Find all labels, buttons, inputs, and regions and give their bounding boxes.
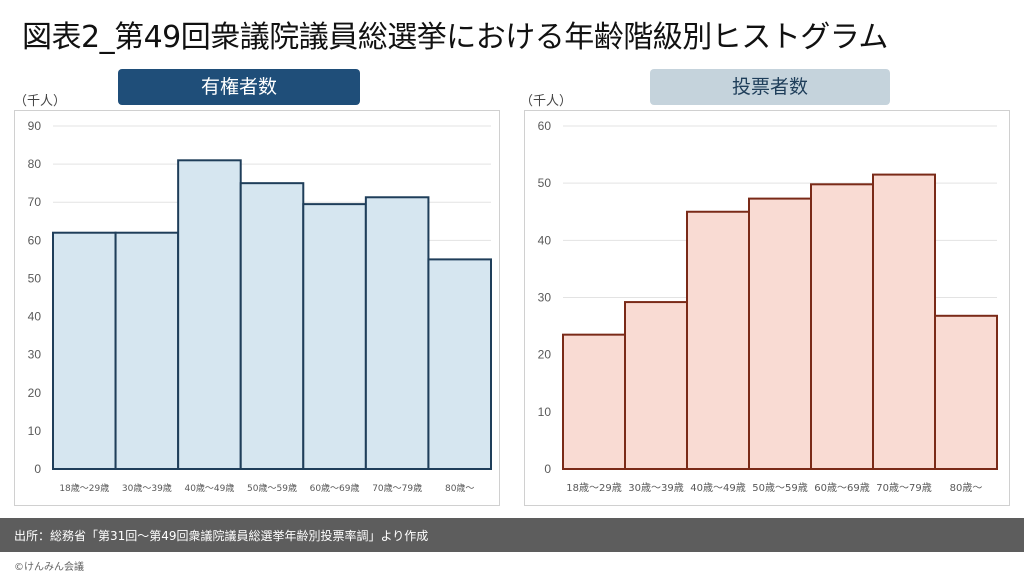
x-tick-label-voters: 30歳～39歳 — [122, 482, 172, 494]
histogram-turnout: 0 10 20 30 40 50 60 18歳～29歳 30歳～39歳 40歳～49歳 50歳～59… — [538, 119, 998, 494]
histogram-panel-turnout: 0 10 20 30 40 50 60 18歳～29歳 30歳～39歳 40歳～49歳 50歳～59… — [524, 110, 1010, 506]
y-tick-label-turnout: 40 — [538, 233, 552, 247]
y-tick-label-voters: 80 — [28, 157, 42, 171]
x-tick-label-voters: 18歳～29歳 — [59, 482, 109, 494]
y-tick-label-voters: 0 — [34, 462, 41, 476]
y-tick-label-voters: 10 — [28, 424, 42, 438]
x-tick-label-voters: 80歳～ — [445, 482, 474, 494]
copyright-text: ©けんみん会議 — [14, 562, 84, 573]
bar-turnout-1 — [562, 333, 626, 470]
x-tick-label-turnout: 60歳～69歳 — [814, 482, 869, 494]
bar-turnout-6 — [872, 173, 936, 470]
source-footer: 出所：総務省「第31回～第49回衆議院議員総選挙年齢別投票率調」より作成 — [0, 518, 1024, 552]
y-unit-label-turnout: （千人） — [520, 94, 573, 109]
page-title: 図表2_第49回衆議院議員総選挙における年齢階級別ヒストグラム — [22, 20, 888, 55]
y-tick-label-voters: 70 — [28, 195, 42, 209]
y-tick-label-voters: 60 — [28, 233, 42, 247]
x-tick-label-turnout: 50歳～59歳 — [752, 482, 807, 494]
y-tick-label-voters: 30 — [28, 348, 42, 362]
y-tick-label-turnout: 60 — [538, 119, 552, 133]
y-unit-label-voters: （千人） — [14, 94, 67, 109]
x-tick-label-voters: 60歳～69歳 — [310, 482, 360, 494]
x-tick-label-voters: 50歳～59歳 — [247, 482, 297, 494]
bar-voters-6 — [364, 196, 430, 470]
x-tick-label-turnout: 80歳～ — [950, 482, 983, 494]
x-tick-label-voters: 70歳～79歳 — [372, 482, 422, 494]
bar-voters-4 — [239, 182, 305, 471]
x-tick-label-voters: 40歳～49歳 — [184, 482, 234, 494]
y-tick-label-turnout: 50 — [538, 176, 552, 190]
y-tick-label-turnout: 30 — [538, 291, 552, 305]
y-tick-label-turnout: 10 — [538, 405, 552, 419]
histogram-panel-voters: 0 10 20 30 40 50 60 70 80 90 18歳～29歳 30歳～39歳 40歳～49歳… — [14, 110, 500, 506]
chart-title-voters: 有権者数 — [118, 69, 360, 105]
source-text: 出所：総務省「第31回～第49回衆議院議員総選挙年齢別投票率調」より作成 — [14, 529, 429, 543]
x-tick-label-turnout: 30歳～39歳 — [628, 482, 683, 494]
x-tick-label-turnout: 70歳～79歳 — [876, 482, 931, 494]
y-tick-label-turnout: 0 — [544, 462, 551, 476]
y-tick-label-voters: 40 — [28, 310, 42, 324]
bar-voters-5 — [302, 203, 367, 470]
x-tick-label-turnout: 40歳～49歳 — [690, 482, 745, 494]
histogram-voters: 0 10 20 30 40 50 60 70 80 90 18歳～29歳 30歳～39歳 40歳～49歳… — [28, 119, 492, 494]
bar-voters-2 — [114, 231, 180, 471]
bar-voters-1 — [52, 231, 117, 471]
y-tick-label-voters: 50 — [28, 271, 42, 285]
x-tick-label-turnout: 18歳～29歳 — [566, 482, 621, 494]
bar-voters-3 — [177, 159, 242, 471]
y-tick-label-voters: 20 — [28, 386, 42, 400]
bar-turnout-2 — [624, 301, 688, 470]
bar-turnout-7 — [934, 314, 998, 470]
y-tick-label-turnout: 20 — [538, 348, 552, 362]
chart-title-turnout: 投票者数 — [650, 69, 890, 105]
bar-turnout-4 — [748, 197, 812, 471]
bar-turnout-5 — [810, 183, 874, 470]
bar-turnout-3 — [686, 210, 750, 470]
bar-voters-7 — [427, 258, 492, 470]
y-tick-label-voters: 90 — [28, 119, 42, 133]
